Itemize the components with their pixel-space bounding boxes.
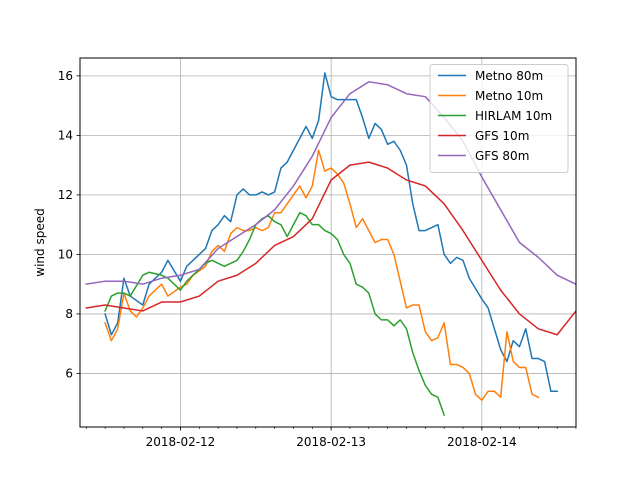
legend-box <box>429 64 569 173</box>
y-tick-label: 6 <box>65 367 73 381</box>
y-axis: 6 8 10 12 14 16 <box>58 69 80 381</box>
series-line-2 <box>104 149 540 401</box>
plot-frame <box>79 57 577 428</box>
x-tick-label: 2018-02-12 <box>146 435 216 449</box>
series-line-4 <box>85 161 576 336</box>
x-axis: 2018-02-12 2018-02-13 2018-02-14 <box>85 427 577 449</box>
legend: Metno 80m Metno 10m HIRLAM 10m GFS 10m GFS 8… <box>429 64 569 173</box>
y-tick-label: 16 <box>58 69 73 83</box>
y-axis-label: wind speed <box>33 208 47 276</box>
y-tick-label: 14 <box>58 129 73 143</box>
legend-label-1: Metno 80m <box>475 69 543 83</box>
x-tick-label: 2018-02-13 <box>296 435 366 449</box>
legend-label-2: Metno 10m <box>475 89 543 103</box>
y-tick-label: 10 <box>58 248 73 262</box>
series-line-1 <box>104 72 558 393</box>
x-tick-label: 2018-02-14 <box>447 435 517 449</box>
grid <box>80 58 576 427</box>
legend-label-3: HIRLAM 10m <box>475 109 552 123</box>
series-line-3 <box>104 211 446 417</box>
y-tick-label: 8 <box>65 307 73 321</box>
legend-label-4: GFS 10m <box>475 129 529 143</box>
y-tick-label: 12 <box>58 188 73 202</box>
legend-label-5: GFS 80m <box>475 149 529 163</box>
